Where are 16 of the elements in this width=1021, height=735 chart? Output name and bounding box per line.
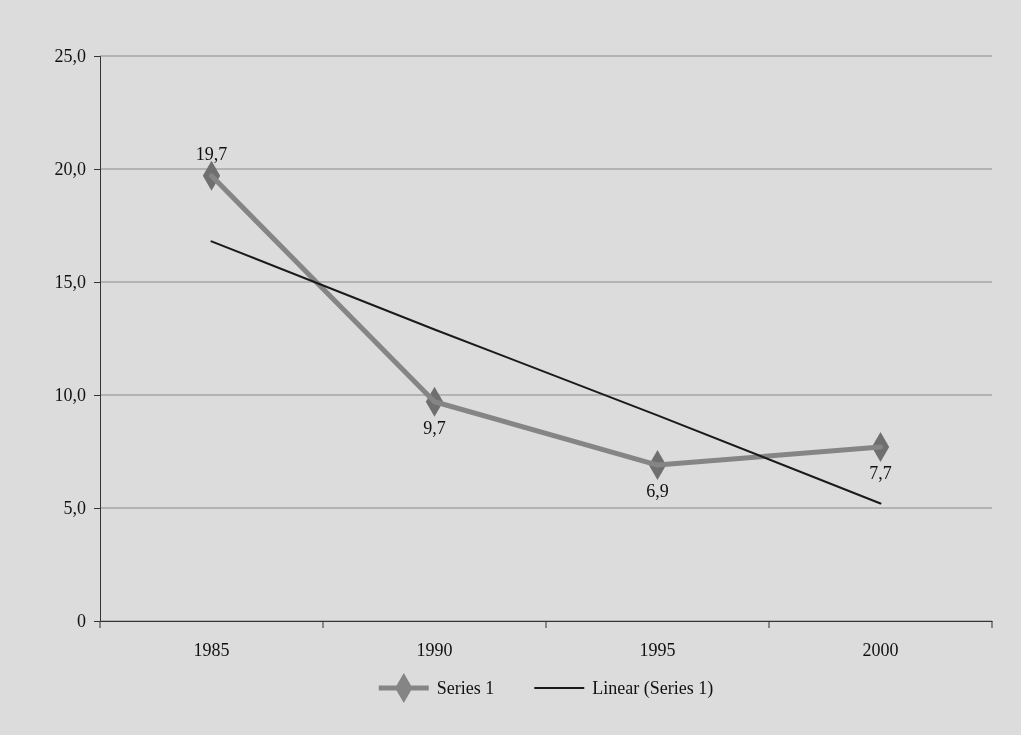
y-tick-label: 5,0 — [63, 498, 86, 519]
data-label: 19,7 — [195, 143, 228, 164]
x-tick-label: 1995 — [639, 639, 676, 660]
y-tick-label: 20,0 — [54, 159, 86, 180]
data-label: 6,9 — [646, 481, 669, 502]
legend-label: Series 1 — [436, 678, 495, 698]
y-tick-label: 10,0 — [54, 385, 86, 406]
data-label: 7,7 — [869, 462, 892, 483]
y-tick-label: 25,0 — [54, 46, 86, 67]
x-tick-label: 2000 — [862, 639, 899, 660]
x-tick-label: 1985 — [193, 639, 230, 660]
y-tick-label: 0 — [77, 611, 86, 632]
legend-label: Linear (Series 1) — [592, 678, 714, 699]
data-label: 9,7 — [423, 417, 446, 438]
y-tick-label: 15,0 — [54, 272, 86, 293]
x-tick-label: 1990 — [416, 639, 453, 660]
